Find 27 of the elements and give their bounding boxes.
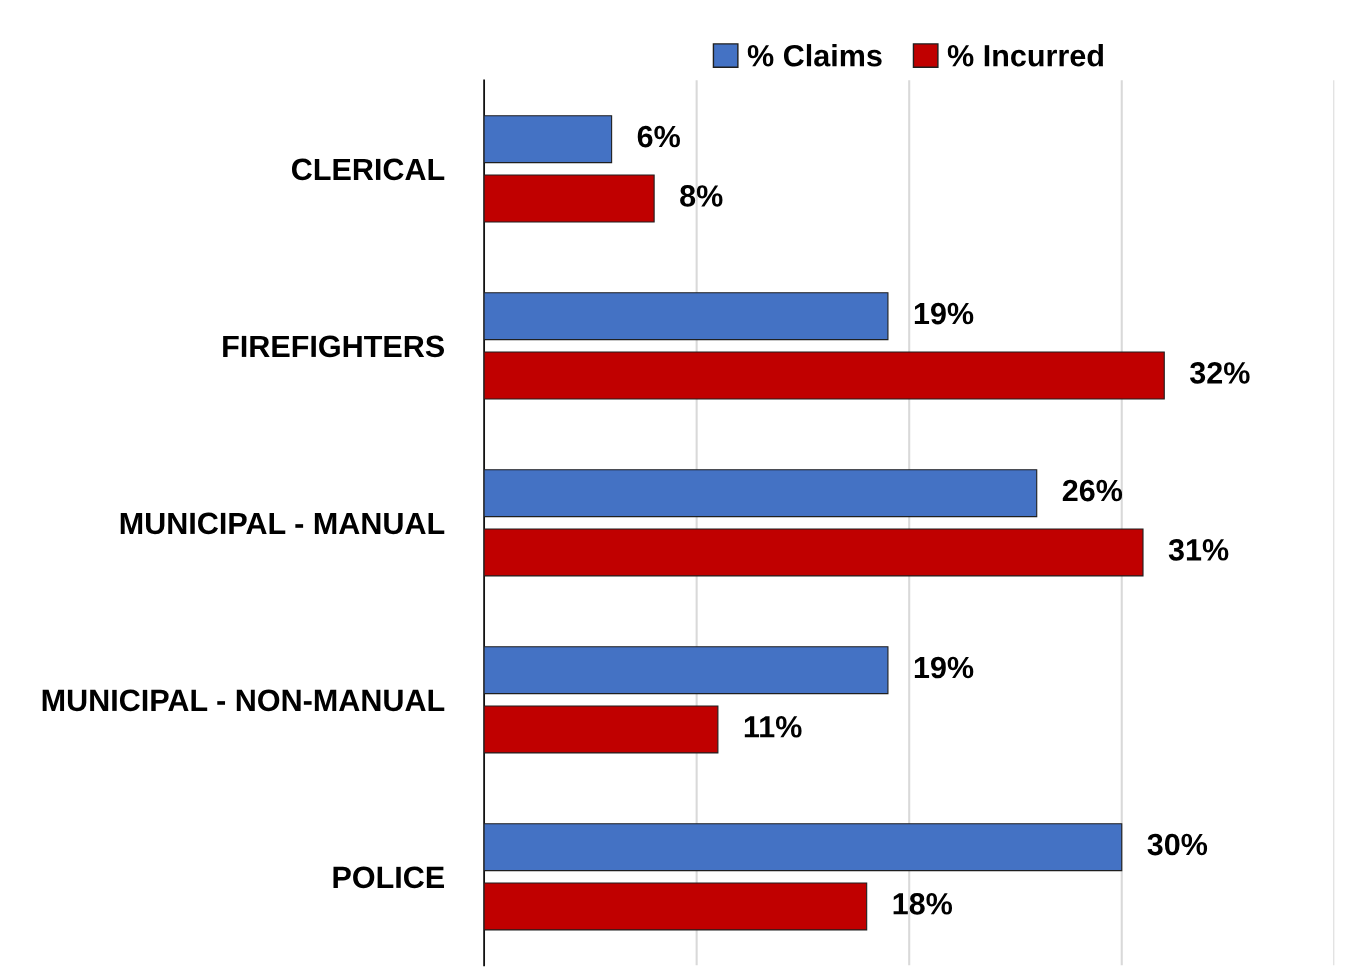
data-label: 31% xyxy=(1168,539,1229,561)
data-label: 8% xyxy=(680,185,723,207)
bar xyxy=(484,646,889,695)
data-label: 11% xyxy=(744,716,802,738)
bar xyxy=(484,174,655,223)
data-label: 32% xyxy=(1189,362,1250,384)
bar xyxy=(484,292,889,341)
legend-label: % Claims xyxy=(747,44,882,67)
bar xyxy=(484,823,1123,872)
y-tick-label: POLICE xyxy=(333,866,445,889)
y-tick-label: MUNICIPAL - MANUAL xyxy=(120,512,445,535)
y-tick-label: FIREFIGHTERS xyxy=(223,335,445,358)
data-label: 26% xyxy=(1062,479,1123,502)
data-label: 18% xyxy=(893,893,953,915)
data-label: 6% xyxy=(637,125,680,148)
bar xyxy=(484,528,1144,577)
bar xyxy=(484,115,613,164)
bar xyxy=(484,705,719,754)
data-label: 30% xyxy=(1147,833,1208,856)
bar xyxy=(484,351,1165,400)
y-tick-label: CLERICAL xyxy=(292,158,445,181)
legend-label: % Incurred xyxy=(947,44,1103,67)
bar xyxy=(484,882,868,931)
bar xyxy=(484,469,1038,518)
data-label: 19% xyxy=(914,302,974,325)
data-label: 19% xyxy=(914,656,974,679)
y-tick-label: MUNICIPAL - NON-MANUAL xyxy=(42,689,445,712)
